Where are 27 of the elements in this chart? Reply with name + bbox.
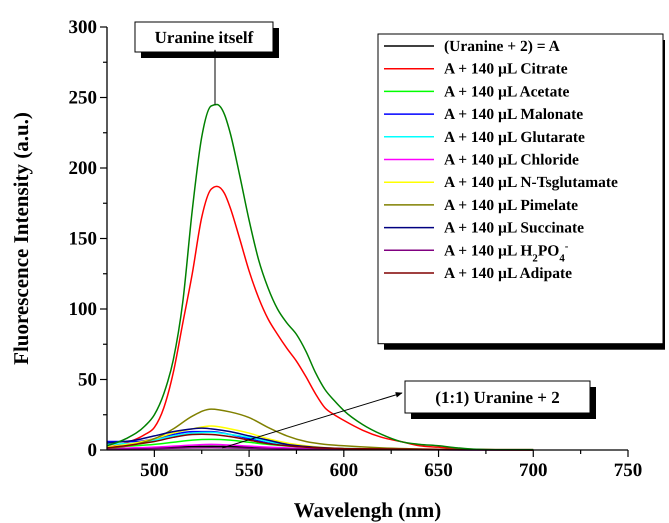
y-tick-label: 300 xyxy=(68,17,97,38)
y-axis-title: Fluorescence Intensity (a.u.) xyxy=(9,112,33,365)
y-tick-label: 0 xyxy=(88,440,97,461)
y-tick-label: 150 xyxy=(68,228,97,250)
annotation: Uranine itself xyxy=(154,28,254,47)
y-tick-label: 100 xyxy=(68,299,97,320)
legend-label: A + 140 µL Acetate xyxy=(444,83,570,100)
x-axis-title: Wavelengh (nm) xyxy=(294,498,442,522)
legend-label: (Uranine + 2) = A xyxy=(444,38,561,55)
legend-label: A + 140 µL Succinate xyxy=(444,220,584,237)
x-tick-label: 700 xyxy=(519,460,548,481)
legend-label: A + 140 µL N-Tsglutamate xyxy=(444,174,618,192)
x-tick-label: 750 xyxy=(614,460,642,481)
legend-label: A + 140 µL Glutarate xyxy=(444,128,586,146)
legend-label: A + 140 µL Citrate xyxy=(444,60,568,78)
legend-label: A + 140 µL Pimelate xyxy=(444,196,578,214)
x-tick-label: 650 xyxy=(424,460,453,481)
y-tick-label: 200 xyxy=(68,158,97,179)
x-tick-label: 550 xyxy=(234,460,264,481)
annotation: (1:1) Uranine + 2 xyxy=(435,388,560,407)
legend-label: A + 140 µL Chloride xyxy=(444,152,580,168)
y-tick-label: 50 xyxy=(78,370,97,390)
x-tick-label: 500 xyxy=(140,460,169,481)
legend-label: A + 140 µL Malonate xyxy=(444,106,584,124)
y-tick-label: 250 xyxy=(68,88,97,108)
x-tick-label: 600 xyxy=(330,460,358,481)
legend-label: A + 140 µL Adipate xyxy=(444,265,572,282)
